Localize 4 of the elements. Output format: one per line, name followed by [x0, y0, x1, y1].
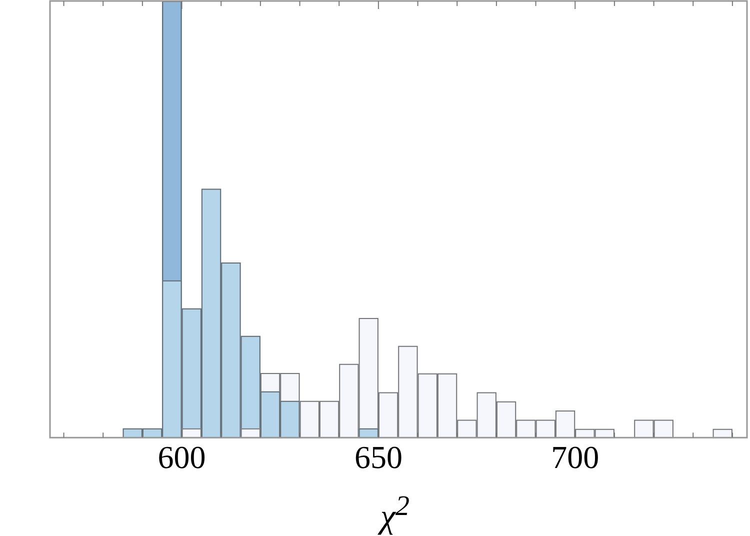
x-axis-title: χ$^{2}$ [376, 490, 411, 536]
x-tick-label: 600 [158, 439, 206, 476]
x-tick-label: 650 [354, 439, 402, 476]
x-tick-label: 700 [551, 439, 600, 476]
